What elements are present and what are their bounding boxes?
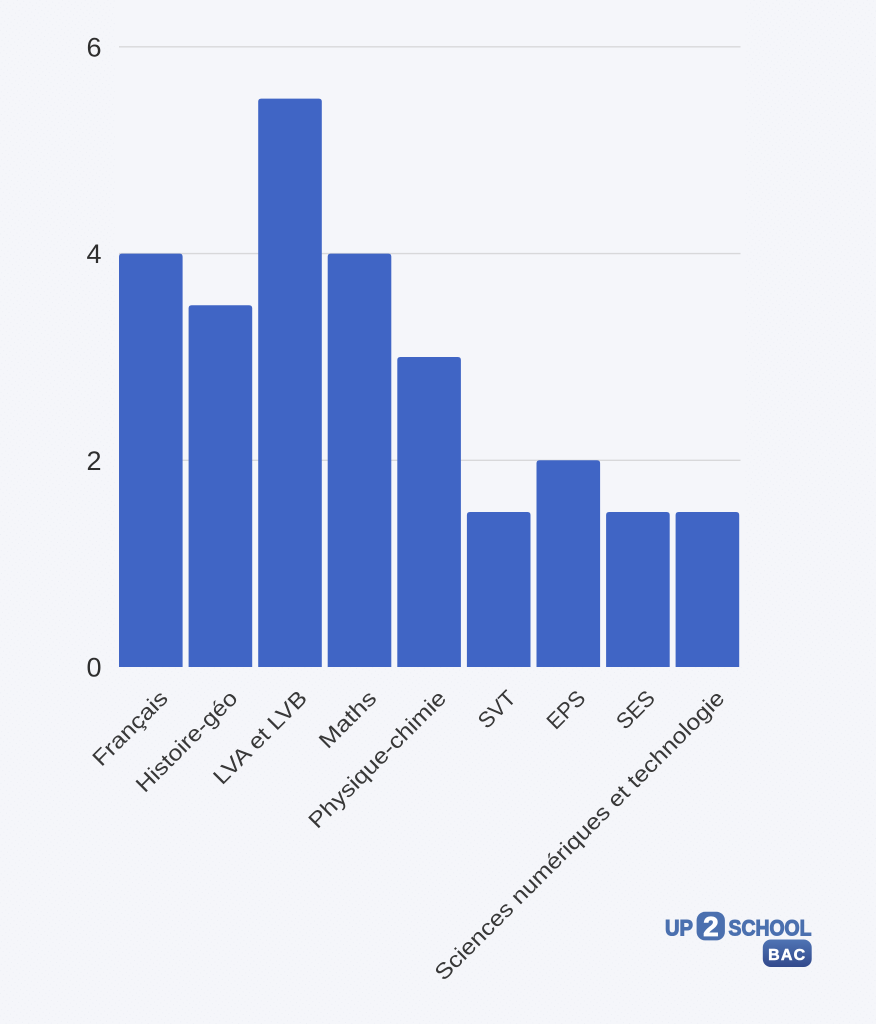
svg-text:UP: UP [665,916,693,941]
svg-text:2: 2 [703,911,719,942]
svg-text:4: 4 [86,239,101,269]
svg-text:SCHOOL: SCHOOL [729,916,812,941]
svg-text:BAC: BAC [768,947,806,964]
svg-text:2: 2 [86,446,101,476]
svg-text:0: 0 [86,653,101,683]
svg-text:6: 6 [86,32,101,62]
